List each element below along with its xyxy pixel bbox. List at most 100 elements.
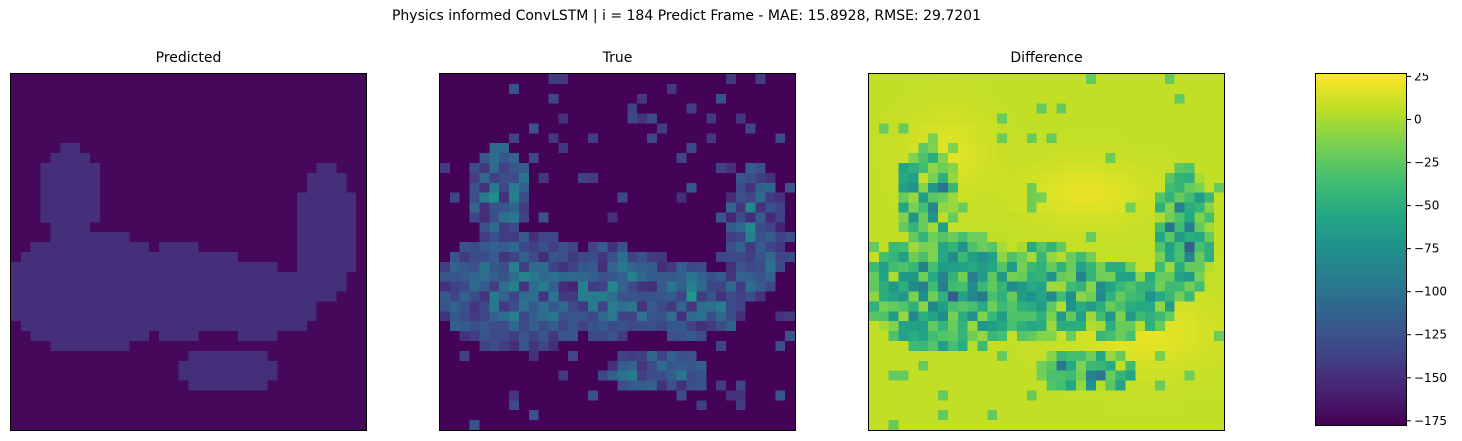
- heatmap-cell: [528, 103, 539, 114]
- heatmap-cell: [267, 341, 278, 352]
- heatmap-cell: [775, 271, 786, 282]
- heatmap-cell: [449, 321, 460, 332]
- heatmap-cell: [908, 370, 919, 381]
- heatmap-cell: [908, 133, 919, 144]
- heatmap-cell: [775, 410, 786, 421]
- heatmap-cell: [1085, 271, 1097, 282]
- heatmap-cell: [987, 350, 998, 361]
- heatmap-cell: [1125, 390, 1136, 401]
- heatmap-cell: [1007, 331, 1018, 342]
- heatmap-cell: [716, 331, 727, 342]
- heatmap-cell: [938, 390, 949, 401]
- heatmap-cell: [20, 212, 31, 223]
- heatmap-cell: [1085, 202, 1097, 213]
- heatmap-cell: [518, 222, 529, 233]
- heatmap-cell: [938, 113, 949, 124]
- heatmap-cell: [735, 242, 746, 253]
- heatmap-cell: [129, 212, 140, 223]
- heatmap-cell: [40, 192, 51, 203]
- heatmap-cell: [869, 291, 880, 302]
- heatmap-cell: [716, 192, 727, 203]
- heatmap-cell: [785, 133, 795, 144]
- heatmap-cell: [987, 410, 998, 421]
- heatmap-cell: [1095, 153, 1106, 164]
- heatmap-cell: [568, 172, 579, 183]
- heatmap-cell: [227, 212, 239, 223]
- heatmap-cell: [997, 370, 1008, 381]
- heatmap-cell: [198, 113, 209, 124]
- heatmap-cell: [957, 212, 968, 223]
- heatmap-cell: [89, 291, 100, 302]
- heatmap-cell: [1007, 341, 1018, 352]
- heatmap-cell: [716, 311, 727, 322]
- heatmap-cell: [785, 252, 795, 263]
- heatmap-cell: [745, 360, 756, 371]
- heatmap-cell: [869, 420, 880, 430]
- heatmap-cell: [696, 331, 707, 342]
- heatmap-cell: [755, 212, 766, 223]
- heatmap-cell: [1046, 123, 1057, 134]
- heatmap-cell: [440, 261, 451, 272]
- heatmap-cell: [597, 331, 608, 342]
- heatmap-cell: [287, 301, 298, 312]
- heatmap-cell: [1007, 93, 1018, 104]
- heatmap-cell: [188, 350, 199, 361]
- heatmap-cell: [918, 341, 929, 352]
- heatmap-cell: [518, 271, 529, 282]
- heatmap-cell: [1046, 182, 1057, 193]
- heatmap-cell: [538, 133, 549, 144]
- heatmap-cell: [957, 370, 968, 381]
- heatmap-cell: [237, 261, 248, 272]
- heatmap-cell: [1135, 182, 1146, 193]
- heatmap-cell: [869, 261, 880, 272]
- heatmap-cell: [306, 420, 317, 430]
- heatmap-cell: [997, 311, 1008, 322]
- heatmap-cell: [637, 123, 648, 134]
- heatmap-cell: [336, 291, 347, 302]
- heatmap-cell: [20, 291, 31, 302]
- heatmap-cell: [597, 281, 608, 292]
- heatmap-cell: [1007, 420, 1018, 430]
- heatmap-cell: [50, 232, 61, 243]
- heatmap-cell: [11, 360, 22, 371]
- heatmap-cell: [558, 252, 569, 263]
- heatmap-cell: [218, 360, 229, 371]
- heatmap-cell: [80, 74, 91, 85]
- heatmap-cell: [139, 271, 150, 282]
- heatmap-cell: [1066, 410, 1077, 421]
- heatmap-cell: [346, 123, 357, 134]
- heatmap-cell: [869, 410, 880, 421]
- heatmap-cell: [316, 153, 327, 164]
- heatmap-cell: [1085, 232, 1097, 243]
- heatmap-cell: [908, 202, 919, 213]
- heatmap-cell: [637, 163, 648, 174]
- heatmap-cell: [716, 163, 727, 174]
- true-title: True: [602, 50, 633, 66]
- heatmap-cell: [30, 192, 41, 203]
- heatmap-cell: [168, 261, 179, 272]
- heatmap-cell: [785, 222, 795, 233]
- heatmap-cell: [706, 192, 717, 203]
- heatmap-cell: [928, 420, 939, 430]
- heatmap-cell: [627, 400, 638, 411]
- heatmap-cell: [686, 420, 697, 430]
- heatmap-cell: [997, 202, 1008, 213]
- heatmap-cell: [1125, 172, 1136, 183]
- heatmap-cell: [306, 360, 317, 371]
- heatmap-cell: [296, 321, 308, 332]
- heatmap-cell: [938, 400, 949, 411]
- heatmap-cell: [109, 123, 120, 134]
- heatmap-cell: [469, 360, 480, 371]
- heatmap-cell: [1174, 331, 1185, 342]
- heatmap-cell: [647, 261, 658, 272]
- heatmap-cell: [50, 420, 61, 430]
- heatmap-cell: [568, 232, 579, 243]
- heatmap-cell: [277, 74, 288, 85]
- heatmap-cell: [1016, 113, 1027, 124]
- heatmap-cell: [987, 261, 998, 272]
- heatmap-cell: [158, 133, 169, 144]
- heatmap-cell: [20, 93, 31, 104]
- heatmap-cell: [40, 370, 51, 381]
- heatmap-cell: [587, 74, 598, 85]
- heatmap-cell: [957, 271, 968, 282]
